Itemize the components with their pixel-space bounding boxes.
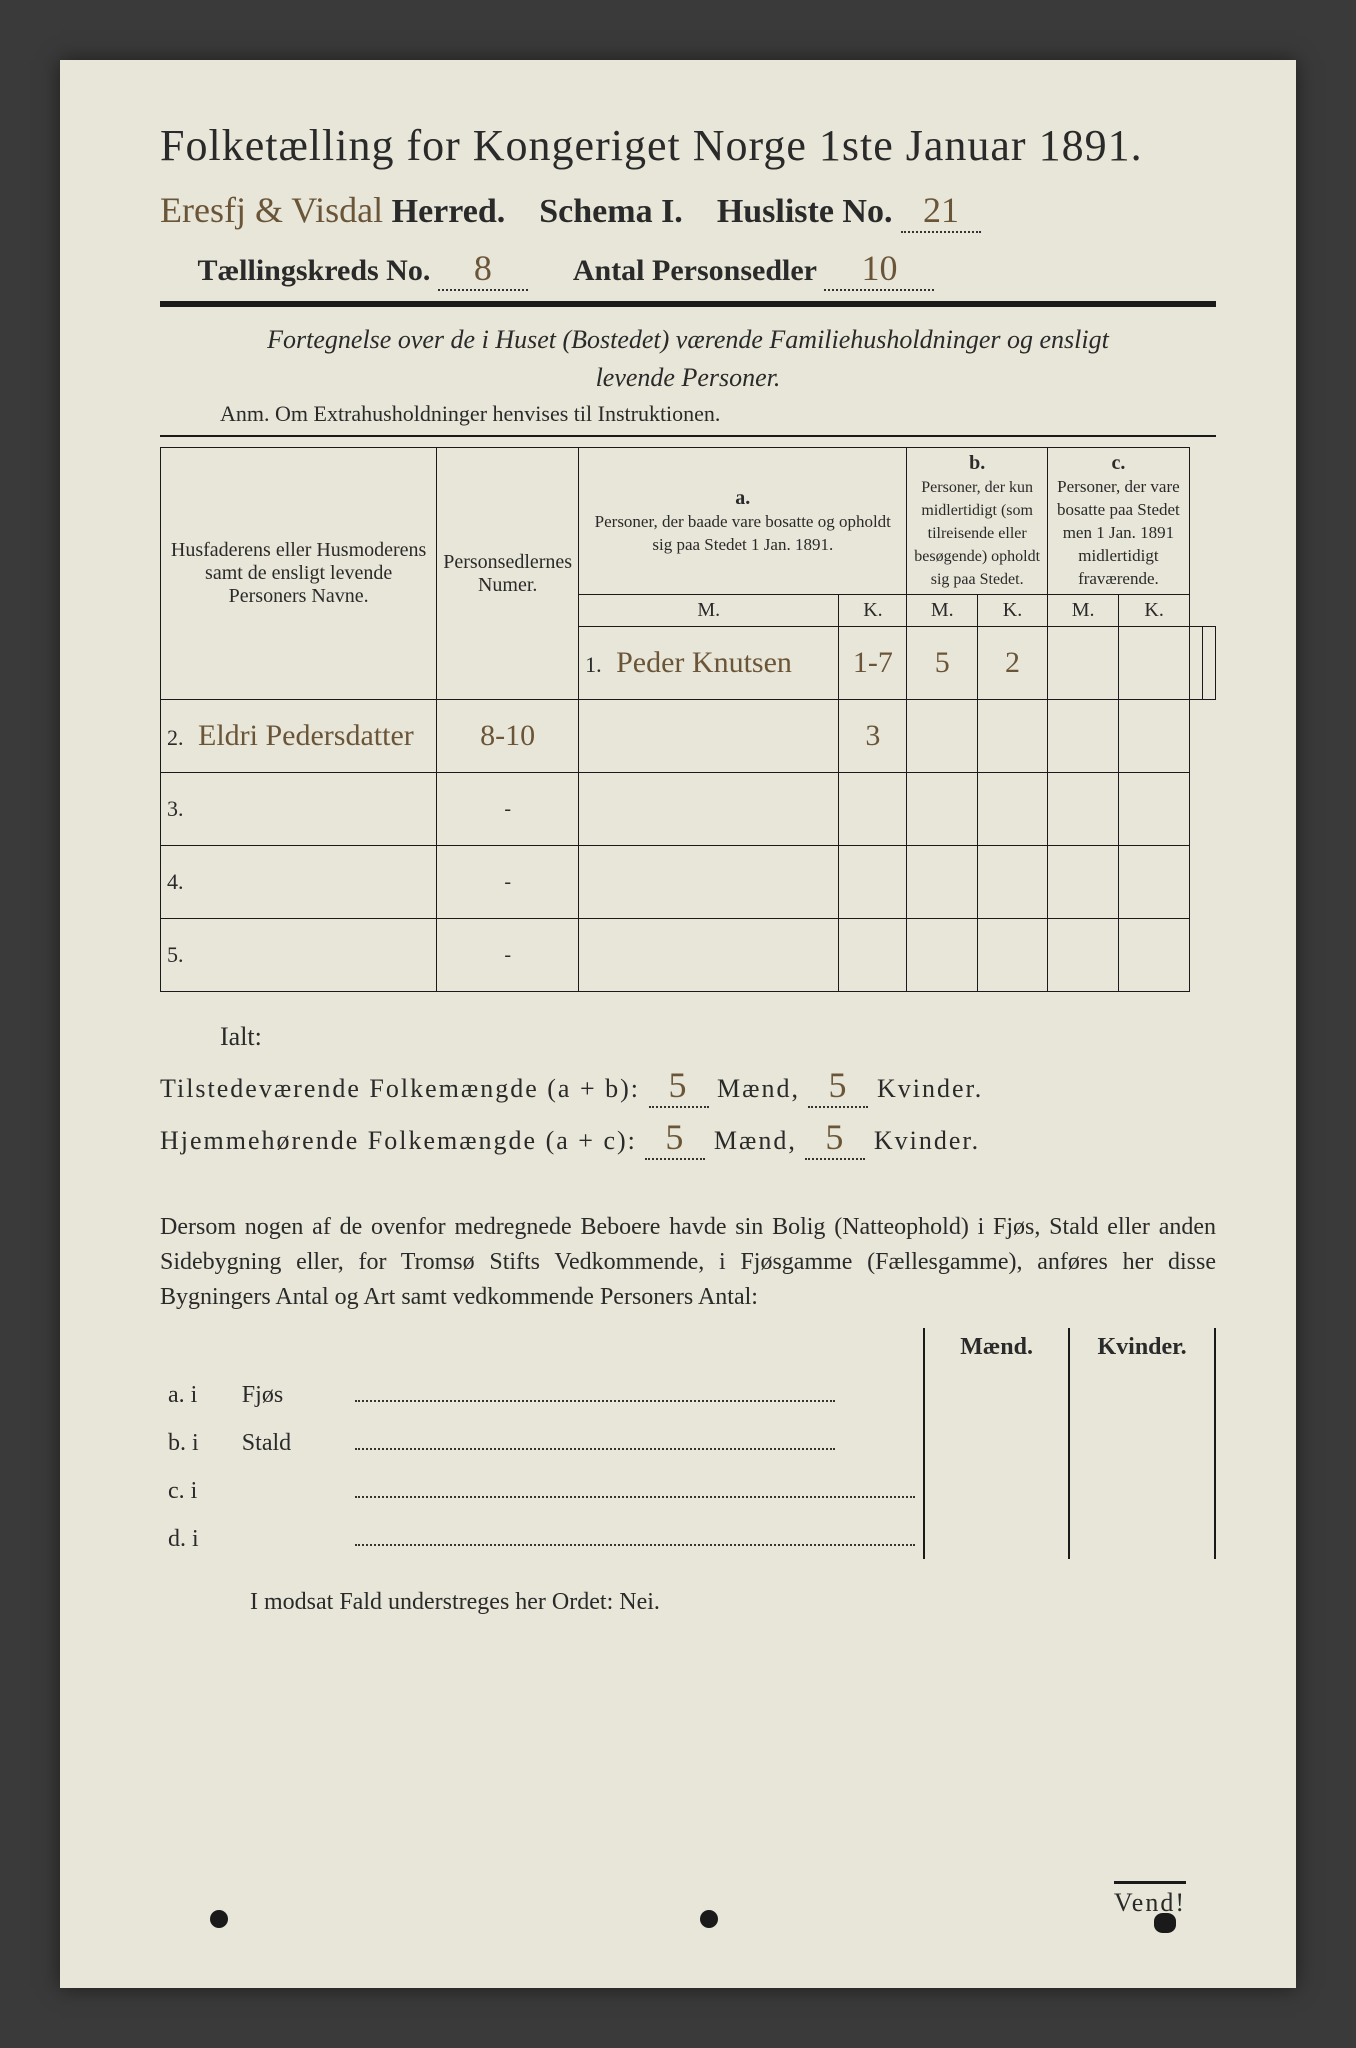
desc-line1: Fortegnelse over de i Huset (Bostedet) v… [160, 325, 1216, 355]
hole-punch-icon [700, 1910, 718, 1928]
col-c-top: c. Personer, der vare bosatte paa Stedet… [1047, 448, 1189, 595]
col-b-k: K. [978, 595, 1048, 627]
hole-punch-icon [210, 1910, 228, 1928]
vend-label: Vend! [1114, 1881, 1186, 1918]
table-header-top: Husfaderens eller Husmoderens samt de en… [161, 448, 1216, 595]
tkreds-label: Tællingskreds No. [198, 254, 431, 287]
table-row: 3. - [161, 773, 1216, 846]
dotted-line [355, 1496, 915, 1498]
bldg-header: Mænd. Kvinder. [160, 1328, 1215, 1367]
herred-label: Herred. [392, 193, 506, 230]
col-c-m: M. [1047, 595, 1118, 627]
husliste-label: Husliste No. [717, 193, 893, 230]
building-table: Mænd. Kvinder. a. i Fjøs b. i Stald c. i… [160, 1328, 1216, 1559]
bldg-k-header: Kvinder. [1069, 1328, 1215, 1367]
bldg-row: b. i Stald [160, 1415, 1215, 1463]
table-row: 4. - [161, 846, 1216, 919]
col-name-header: Husfaderens eller Husmoderens samt de en… [161, 448, 437, 700]
col-c-k: K. [1119, 595, 1190, 627]
col-num-header: Personsedlernes Numer. [437, 448, 579, 700]
census-form-page: Folketælling for Kongeriget Norge 1ste J… [60, 60, 1296, 1988]
nei-line: I modsat Fald understreges her Ordet: Ne… [250, 1589, 1216, 1616]
dotted-line [355, 1448, 835, 1450]
ialt-label: Ialt: [220, 1022, 1216, 1052]
col-b-m: M. [907, 595, 978, 627]
kreds-line: Tællingskreds No. 8 Antal Personsedler 1… [160, 247, 1216, 291]
page-title: Folketælling for Kongeriget Norge 1ste J… [160, 120, 1216, 171]
col-a-m: M. [579, 595, 839, 627]
husliste-no: 21 [901, 189, 981, 233]
divider-thin [160, 435, 1216, 437]
divider-thick [160, 301, 1216, 307]
building-paragraph: Dersom nogen af de ovenfor medregnede Be… [160, 1210, 1216, 1314]
antal-val: 10 [824, 247, 934, 291]
table-row: 2. Eldri Pedersdatter 8-10 3 [161, 700, 1216, 773]
col-a-top: a. Personer, der baade vare bosatte og o… [579, 448, 907, 595]
bldg-row: d. i [160, 1511, 1215, 1559]
anm-line: Anm. Om Extrahusholdninger henvises til … [220, 401, 1216, 427]
dotted-line [355, 1400, 835, 1402]
schema-label: Schema I. [539, 193, 683, 230]
herred-line: Eresfj & Visdal Herred. Schema I. Huslis… [160, 189, 1216, 233]
table-row: 5. - [161, 919, 1216, 992]
tkreds-no: 8 [438, 247, 528, 291]
herred-handwritten: Eresfj & Visdal [160, 190, 383, 230]
sum-line-2: Hjemmehørende Folkemængde (a + c): 5 Mæn… [160, 1116, 1216, 1160]
antal-label: Antal Personsedler [573, 254, 817, 287]
bldg-row: c. i [160, 1463, 1215, 1511]
col-a-k: K. [839, 595, 907, 627]
bldg-row: a. i Fjøs [160, 1367, 1215, 1415]
census-table: Husfaderens eller Husmoderens samt de en… [160, 447, 1216, 992]
sum-line-1: Tilstedeværende Folkemængde (a + b): 5 M… [160, 1064, 1216, 1108]
cell-name: 1. Peder Knutsen [579, 627, 839, 700]
col-b-top: b. Personer, der kun midlertidigt (som t… [907, 448, 1047, 595]
desc-line2: levende Personer. [160, 363, 1216, 393]
ink-spot-icon [1154, 1913, 1176, 1933]
bldg-m-header: Mænd. [924, 1328, 1069, 1367]
dotted-line [355, 1544, 915, 1546]
